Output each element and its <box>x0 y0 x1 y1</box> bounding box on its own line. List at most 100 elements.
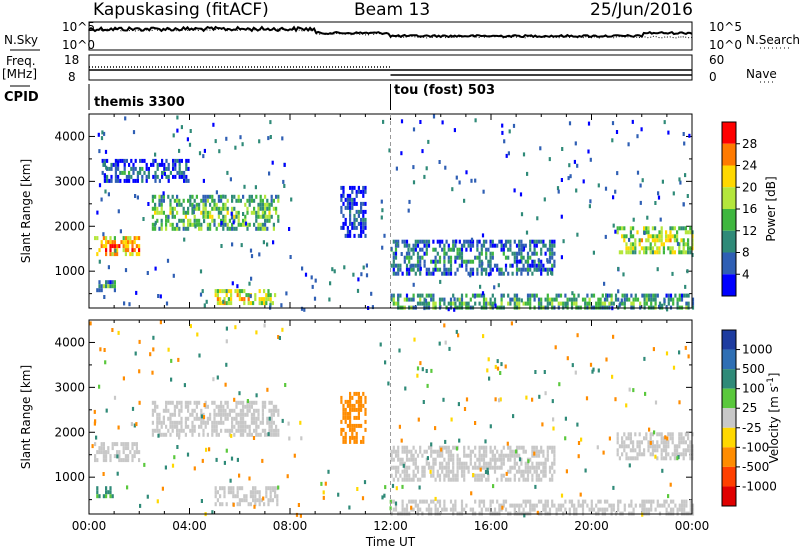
power-echo-cell <box>553 239 556 244</box>
power-echo-cell <box>680 293 684 298</box>
power-echo-cell <box>360 209 363 214</box>
velocity-sparse-cell <box>440 447 443 452</box>
velocity-echo-cell <box>610 507 613 512</box>
power-sparse-cell <box>176 128 179 133</box>
velocity-echo-cell <box>687 432 690 437</box>
velocity-sparse-cell <box>455 446 459 451</box>
power-echo-cell <box>507 255 510 260</box>
velocity-echo-cell <box>412 453 415 458</box>
power-echo-cell <box>109 280 112 285</box>
power-echo-cell <box>161 170 164 175</box>
velocity-echo-cell <box>487 477 490 482</box>
power-echo-cell <box>223 297 226 302</box>
velocity-echo-cell <box>221 486 224 491</box>
velocity-echo-cell <box>535 477 538 482</box>
power-sparse-cell <box>104 189 107 194</box>
power-echo-cell <box>133 248 136 253</box>
power-echo-cell <box>414 263 417 268</box>
velocity-sparse-cell <box>200 499 203 503</box>
velocity-sparse-cell <box>687 354 690 359</box>
velocity-echo-cell <box>660 452 663 457</box>
velocity-echo-cell <box>349 415 352 420</box>
velocity-echo-cell <box>220 404 223 409</box>
power-echo-cell <box>98 288 101 293</box>
power-echo-cell <box>656 234 659 239</box>
velocity-echo-cell <box>254 502 257 507</box>
velocity-echo-cell <box>180 408 183 413</box>
power-echo-cell <box>130 174 133 179</box>
power-echo-cell <box>660 238 663 243</box>
power-echo-cell <box>551 243 554 248</box>
velocity-echo-cell <box>392 457 395 462</box>
power-echo-cell <box>485 255 488 260</box>
power-echo-cell <box>634 246 637 251</box>
velocity-echo-cell <box>542 469 545 474</box>
power-sparse-cell <box>269 135 272 139</box>
velocity-echo-cell <box>392 449 395 454</box>
power-echo-cell <box>548 297 552 302</box>
power-sparse-cell <box>643 231 646 235</box>
power-echo-cell <box>275 206 278 211</box>
power-echo-cell <box>390 263 393 268</box>
velocity-echo-cell <box>357 407 360 412</box>
velocity-echo-cell <box>502 499 505 504</box>
power-echo-cell <box>109 244 112 249</box>
velocity-sparse-cell <box>501 505 504 510</box>
velocity-sparse-cell <box>138 369 141 374</box>
power-echo-cell <box>419 263 422 268</box>
velocity-echo-cell <box>533 507 536 512</box>
power-echo-cell <box>123 170 126 175</box>
power-echo-cell <box>204 214 207 219</box>
power-echo-cell <box>676 234 679 239</box>
velocity-echo-cell <box>268 428 271 433</box>
velocity-echo-cell <box>401 507 404 512</box>
power-echo-cell <box>364 189 367 194</box>
power-echo-cell <box>489 243 492 248</box>
power-echo-cell <box>443 301 446 306</box>
power-echo-cell <box>456 251 459 256</box>
power-echo-cell <box>185 174 188 179</box>
velocity-echo-cell <box>408 457 411 462</box>
velocity-echo-cell <box>636 456 639 461</box>
velocity-echo-cell <box>216 498 219 503</box>
velocity-echo-cell <box>242 416 245 421</box>
velocity-echo-cell <box>627 456 630 461</box>
velocity-echo-cell <box>632 440 635 445</box>
velocity-echo-cell <box>544 457 547 462</box>
velocity-echo-cell <box>526 461 530 466</box>
velocity-echo-cell <box>242 424 245 429</box>
velocity-echo-cell <box>399 461 402 466</box>
power-echo-cell <box>555 293 558 298</box>
power-echo-cell <box>272 226 275 231</box>
velocity-echo-cell <box>658 503 662 508</box>
power-echo-cell <box>147 170 150 175</box>
power-echo-cell <box>195 206 198 211</box>
power-echo-cell <box>520 259 523 264</box>
power-echo-cell <box>154 174 157 179</box>
velocity-echo-cell <box>226 416 229 421</box>
velocity-echo-cell <box>665 452 668 457</box>
velocity-echo-cell <box>663 499 666 504</box>
velocity-echo-cell <box>236 486 239 491</box>
power-echo-cell <box>660 226 663 231</box>
velocity-echo-cell <box>349 423 352 428</box>
power-echo-cell <box>223 289 226 294</box>
power-sparse-cell <box>682 202 685 207</box>
power-echo-cell <box>346 225 349 230</box>
power-echo-cell <box>180 158 183 163</box>
velocity-echo-cell <box>271 498 274 503</box>
power-echo-cell <box>255 194 258 199</box>
freq-right-bottom-tick: 0 <box>709 70 717 84</box>
power-sparse-cell <box>444 165 447 170</box>
power-echo-cell <box>687 250 690 255</box>
power-sparse-cell <box>103 161 106 166</box>
power-echo-cell <box>163 162 166 167</box>
velocity-echo-cell <box>533 445 536 450</box>
velocity-sparse-cell <box>116 454 119 459</box>
power-echo-cell <box>349 233 352 238</box>
velocity-echo-cell <box>220 412 223 417</box>
power-echo-cell <box>522 267 525 272</box>
velocity-echo-cell <box>173 404 176 409</box>
velocity-echo-cell <box>643 436 646 441</box>
